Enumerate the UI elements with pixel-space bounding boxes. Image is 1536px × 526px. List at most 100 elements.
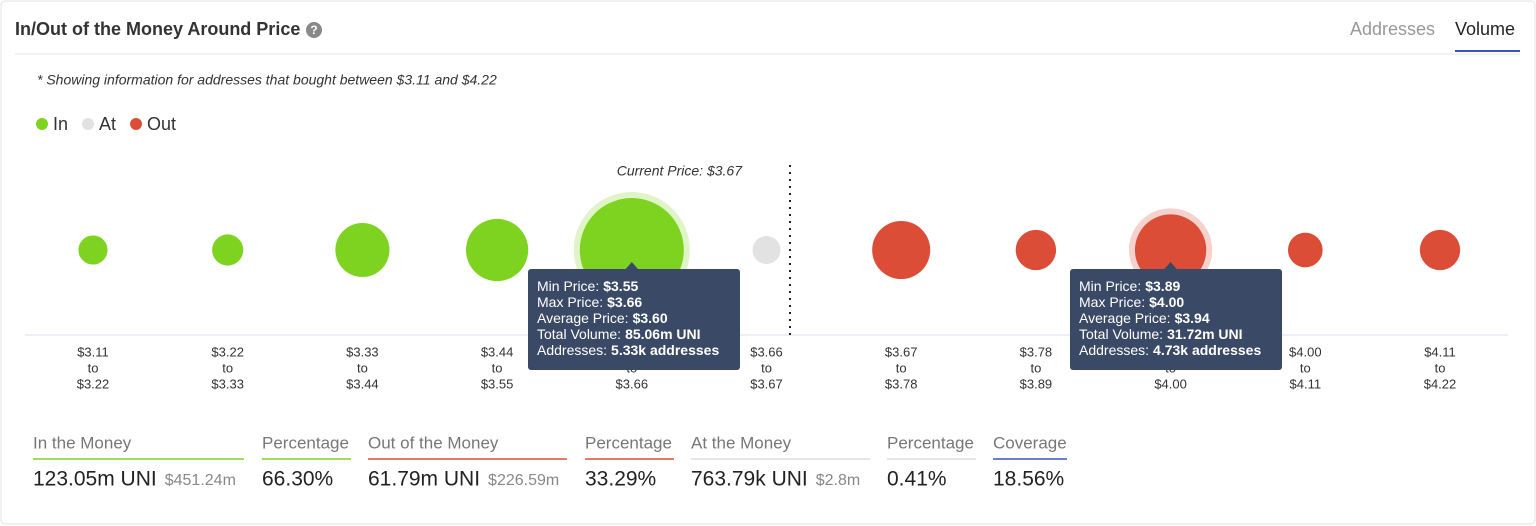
tooltip-value: 85.06m UNI (625, 326, 700, 342)
bubble (465, 218, 529, 282)
stat-label: Percentage (585, 433, 672, 452)
tooltip-label: Max Price: (1079, 294, 1145, 310)
tooltip-line: Total Volume: 85.06m UNI (537, 326, 701, 342)
legend-dot (130, 118, 143, 130)
tooltip-label: Addresses: (1079, 342, 1149, 358)
range-joiner: to (357, 360, 368, 375)
bubble (872, 220, 931, 280)
tooltip-value: $3.55 (603, 278, 638, 294)
title: In/Out of the Money Around Price (15, 19, 300, 39)
range-from: $3.22 (211, 344, 244, 359)
legend-label: In (53, 114, 68, 134)
legend-dot (82, 118, 95, 130)
range-to: $4.11 (1290, 376, 1322, 391)
range-joiner: to (88, 360, 99, 375)
tooltip-value: $3.89 (1145, 278, 1180, 294)
stat-value: 33.29% (585, 468, 656, 491)
stat-label: At the Money (691, 433, 792, 452)
tooltip-label: Addresses: (537, 342, 607, 358)
range-from: $3.66 (750, 344, 783, 359)
legend-label: At (99, 114, 116, 134)
range-joiner: to (761, 360, 772, 375)
tooltip-line: Average Price: $3.94 (1079, 310, 1210, 326)
range-to: $3.55 (481, 376, 514, 391)
tooltip-label: Max Price: (537, 294, 603, 310)
tooltip-line: Addresses: 5.33k addresses (537, 342, 719, 358)
bubble (1134, 214, 1207, 286)
range-to: $3.44 (346, 376, 379, 391)
tooltip-label: Average Price: (537, 310, 629, 326)
range-to: $3.78 (885, 376, 918, 391)
tooltip-label: Min Price: (1079, 278, 1141, 294)
tab[interactable]: Addresses (1350, 19, 1435, 39)
range-joiner: to (222, 360, 233, 375)
tooltip-box (528, 269, 740, 370)
stat-value: 123.05m UNI (33, 468, 157, 491)
legend-dot (36, 118, 48, 130)
tooltip-value: $3.94 (1175, 310, 1210, 326)
range-from: $3.44 (481, 344, 514, 359)
range-to: $3.67 (750, 376, 783, 391)
tooltip-label: Min Price: (537, 278, 599, 294)
tooltip-line: Max Price: $3.66 (537, 294, 642, 310)
tooltip-line: Total Volume: 31.72m UNI (1079, 326, 1243, 342)
tooltip-label: Total Volume: (1079, 326, 1163, 342)
stat-sub: $451.24m (165, 472, 236, 489)
bubble (212, 234, 244, 266)
tooltip-value: $3.60 (633, 310, 668, 326)
bubble (335, 222, 390, 278)
tooltip-label: Total Volume: (537, 326, 621, 342)
tooltip-line: Max Price: $4.00 (1079, 294, 1184, 310)
range-to: $3.33 (211, 376, 244, 391)
bubble (1287, 232, 1323, 268)
bubble (752, 236, 781, 264)
tooltip-label: Average Price: (1079, 310, 1171, 326)
tooltip-value: 5.33k addresses (611, 342, 719, 358)
range-to: $3.22 (77, 376, 110, 391)
stat-label: Percentage (262, 433, 349, 452)
bubble (1419, 229, 1461, 271)
tooltip-pointer (1163, 262, 1178, 270)
tooltip-line: Average Price: $3.60 (537, 310, 668, 326)
range-joiner: to (1030, 360, 1041, 375)
range-joiner: to (492, 360, 503, 375)
stat-sub: $226.59m (488, 472, 559, 489)
note: * Showing information for addresses that… (37, 72, 497, 88)
stat-value: 763.79k UNI (691, 468, 808, 491)
help-icon[interactable] (306, 22, 322, 38)
range-to: $3.66 (616, 376, 649, 391)
stat-sub: $2.8m (816, 472, 860, 489)
help-icon-mark: ? (310, 23, 317, 37)
tab-active[interactable]: Volume (1455, 19, 1515, 39)
tooltip-value: 31.72m UNI (1167, 326, 1242, 342)
stat-label: Percentage (887, 433, 974, 452)
range-from: $3.78 (1020, 344, 1053, 359)
tooltip-line: Addresses: 4.73k addresses (1079, 342, 1261, 358)
range-from: $4.11 (1424, 344, 1456, 359)
stat-label: Coverage (993, 433, 1067, 452)
range-to: $4.22 (1424, 376, 1457, 391)
range-from: $3.33 (346, 344, 379, 359)
stat-value: 18.56% (993, 468, 1064, 491)
stat-label: In the Money (33, 433, 132, 452)
range-joiner: to (896, 360, 907, 375)
range-to: $3.89 (1020, 376, 1053, 391)
tooltip-line: Min Price: $3.55 (537, 278, 638, 294)
tooltip-pointer (624, 262, 639, 270)
bubble (1015, 229, 1057, 271)
range-from: $3.67 (885, 344, 918, 359)
bubble (78, 235, 108, 265)
stat-value: 66.30% (262, 468, 333, 491)
range-from: $4.00 (1289, 344, 1322, 359)
current-price-label: Current Price: $3.67 (617, 163, 743, 179)
stat-label: Out of the Money (368, 433, 499, 452)
range-joiner: to (1435, 360, 1446, 375)
tooltip-line: Min Price: $3.89 (1079, 278, 1180, 294)
tooltip-value: $4.00 (1149, 294, 1184, 310)
range-joiner: to (1300, 360, 1311, 375)
stat-value: 0.41% (887, 468, 947, 491)
